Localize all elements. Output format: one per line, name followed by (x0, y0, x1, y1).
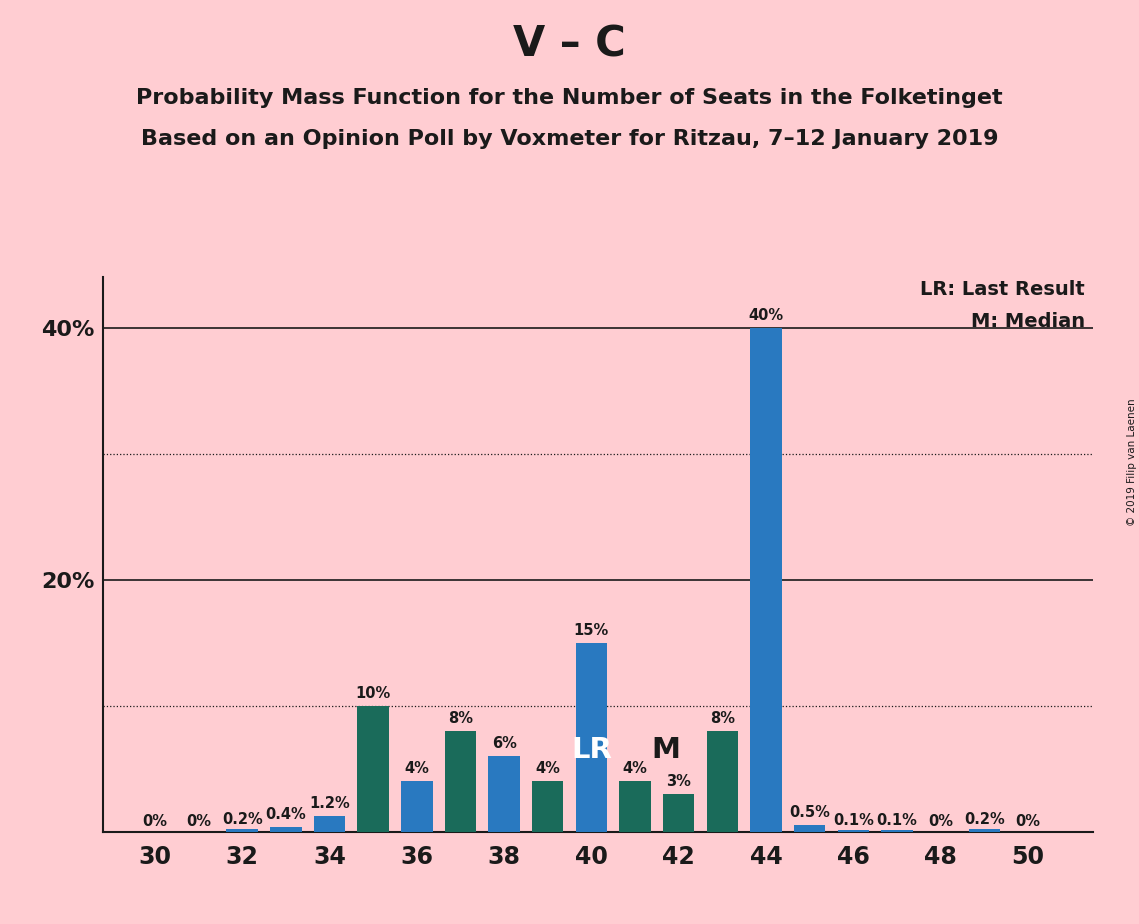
Text: 8%: 8% (448, 711, 473, 725)
Text: 0%: 0% (1016, 814, 1040, 829)
Text: 4%: 4% (535, 761, 560, 776)
Text: V – C: V – C (514, 23, 625, 65)
Bar (837, 831, 869, 832)
Text: M: M (652, 736, 680, 764)
Text: 4%: 4% (404, 761, 429, 776)
Text: Probability Mass Function for the Number of Seats in the Folketinget: Probability Mass Function for the Number… (137, 88, 1002, 108)
Text: 40%: 40% (748, 308, 784, 322)
Bar (882, 831, 912, 832)
Text: 3%: 3% (666, 773, 691, 789)
Bar (489, 756, 519, 832)
Text: 8%: 8% (710, 711, 735, 725)
Text: 1.2%: 1.2% (309, 796, 350, 811)
Bar (401, 781, 433, 832)
Text: LR: Last Result: LR: Last Result (920, 280, 1084, 298)
Bar (968, 829, 1000, 832)
Bar (706, 731, 738, 832)
Text: © 2019 Filip van Laenen: © 2019 Filip van Laenen (1126, 398, 1137, 526)
Bar (227, 829, 257, 832)
Text: 0%: 0% (928, 814, 953, 829)
Text: 0.2%: 0.2% (964, 811, 1005, 827)
Text: 0.1%: 0.1% (833, 813, 874, 828)
Bar (532, 781, 564, 832)
Bar (313, 817, 345, 832)
Text: 4%: 4% (623, 761, 647, 776)
Bar (663, 794, 695, 832)
Bar (751, 328, 781, 832)
Bar (358, 706, 388, 832)
Text: LR: LR (571, 736, 612, 764)
Text: 0.2%: 0.2% (222, 811, 263, 827)
Bar (270, 827, 302, 832)
Text: 15%: 15% (574, 623, 609, 638)
Bar (444, 731, 476, 832)
Text: 0.4%: 0.4% (265, 807, 306, 821)
Bar (794, 825, 826, 832)
Text: 0.1%: 0.1% (877, 813, 917, 828)
Text: 0.5%: 0.5% (789, 805, 830, 821)
Bar (575, 642, 607, 832)
Text: 6%: 6% (492, 736, 517, 751)
Text: Based on an Opinion Poll by Voxmeter for Ritzau, 7–12 January 2019: Based on an Opinion Poll by Voxmeter for… (141, 129, 998, 150)
Bar (620, 781, 650, 832)
Text: 10%: 10% (355, 686, 391, 700)
Text: M: Median: M: Median (970, 312, 1084, 332)
Text: 0%: 0% (186, 814, 211, 829)
Text: 0%: 0% (142, 814, 167, 829)
